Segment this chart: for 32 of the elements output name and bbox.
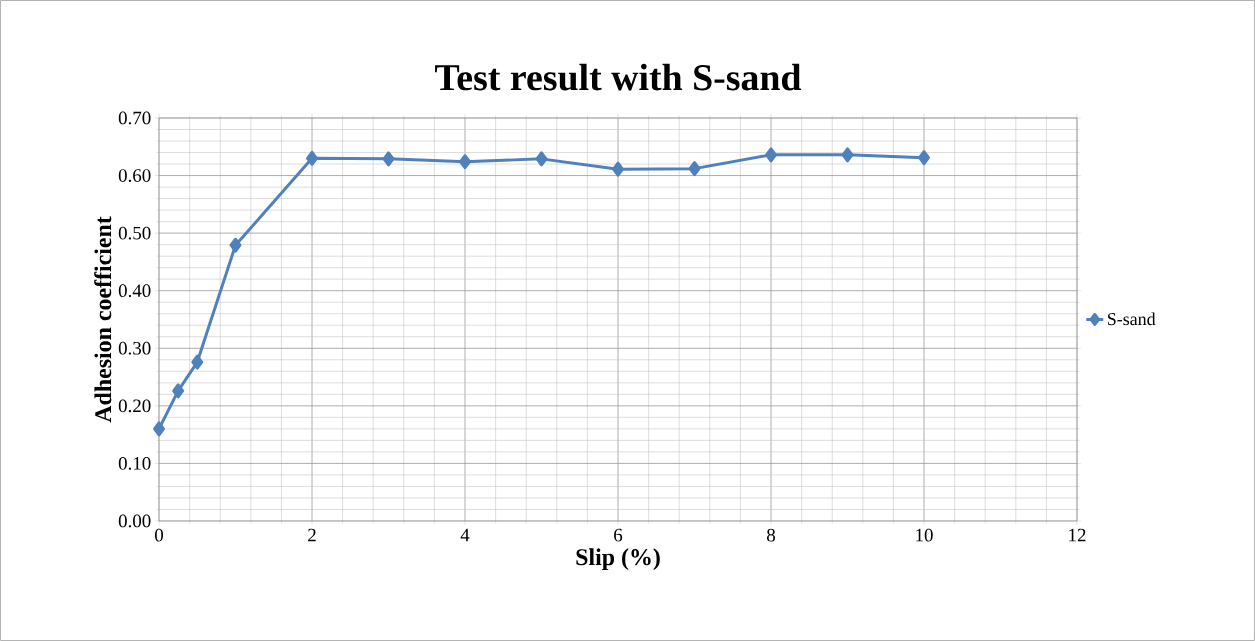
point	[688, 161, 701, 177]
legend-label: S-sand	[1107, 312, 1156, 326]
chart-title: Test result with S-sand	[435, 63, 802, 91]
x-tick-label: 0	[155, 528, 164, 542]
point	[765, 147, 777, 163]
point	[535, 151, 548, 167]
point	[172, 383, 185, 399]
point	[191, 354, 204, 370]
y-tick-label: 0.00	[118, 514, 151, 528]
point	[918, 150, 930, 166]
x-axis-title: Slip (%)	[576, 548, 660, 571]
x-tick-label: 8	[767, 528, 776, 542]
point	[382, 151, 395, 167]
point	[612, 161, 624, 177]
y-tick-label: 0.40	[118, 284, 151, 298]
x-tick-label: 12	[1069, 528, 1086, 542]
point	[153, 421, 165, 437]
point	[229, 237, 242, 253]
y-tick-label: 0.70	[118, 111, 151, 125]
y-tick-label: 0.20	[118, 399, 151, 413]
y-tick-label: 0.50	[118, 226, 151, 240]
y-axis-title: Adhesion coefficient	[94, 216, 112, 423]
x-tick-label: 10	[916, 528, 933, 542]
x-tick-label: 2	[308, 528, 316, 542]
point	[841, 147, 854, 163]
y-tick-label: 0.30	[118, 341, 151, 355]
y-tick-label: 0.10	[118, 456, 151, 470]
x-tick-label: 6	[614, 528, 623, 542]
point	[306, 150, 318, 166]
point	[459, 154, 471, 170]
y-tick-label: 0.60	[118, 169, 151, 182]
x-tick-label: 4	[460, 528, 470, 542]
